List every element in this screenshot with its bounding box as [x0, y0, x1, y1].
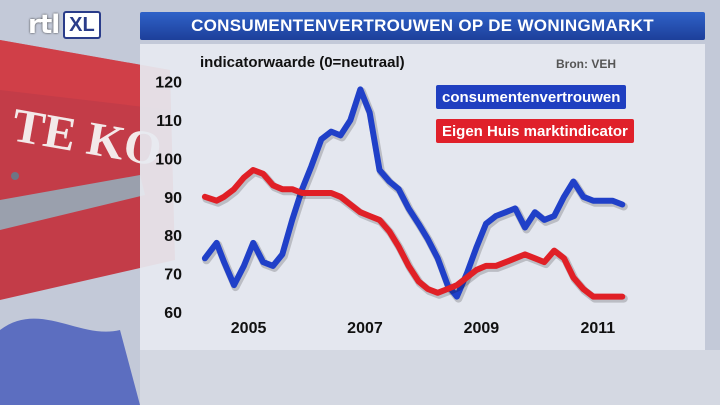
series-line-eigen-huis-marktindicator — [201, 167, 626, 300]
legend-eigen-huis-marktindicator: Eigen Huis marktindicator — [436, 119, 634, 143]
y-tick-label: 80 — [164, 228, 182, 245]
x-tick-label: 2007 — [347, 320, 383, 337]
x-tick-label: 2009 — [464, 320, 500, 337]
y-tick-label: 70 — [164, 267, 182, 284]
x-tick-label: 2011 — [580, 320, 615, 337]
y-tick-label: 110 — [156, 113, 182, 130]
legend-label: consumentenvertrouwen — [442, 88, 621, 106]
y-tick-label: 90 — [164, 190, 182, 207]
legend-consumentenvertrouwen: consumentenvertrouwen — [436, 85, 627, 109]
channel-badge: XL — [63, 11, 101, 39]
y-tick-label: 100 — [155, 151, 182, 168]
y-tick-label: 60 — [164, 305, 182, 322]
chart-title: CONSUMENTENVERTROUWEN OP DE WONINGMARKT — [140, 12, 705, 40]
line-chart: 60 70 80 90 100 110 120 2005 2007 2009 2011 — [155, 75, 628, 337]
series-line-consumentenvertrouwen — [201, 86, 626, 300]
channel-logo: rtl XL — [28, 10, 101, 40]
channel-name: rtl — [28, 10, 60, 40]
source-note: Bron: VEH — [556, 57, 616, 71]
y-tick-label: 120 — [155, 75, 182, 92]
y-axis-label: indicatorwaarde (0=neutraal) — [200, 54, 405, 71]
x-tick-label: 2005 — [231, 320, 267, 337]
legend-label: Eigen Huis marktindicator — [442, 122, 628, 140]
